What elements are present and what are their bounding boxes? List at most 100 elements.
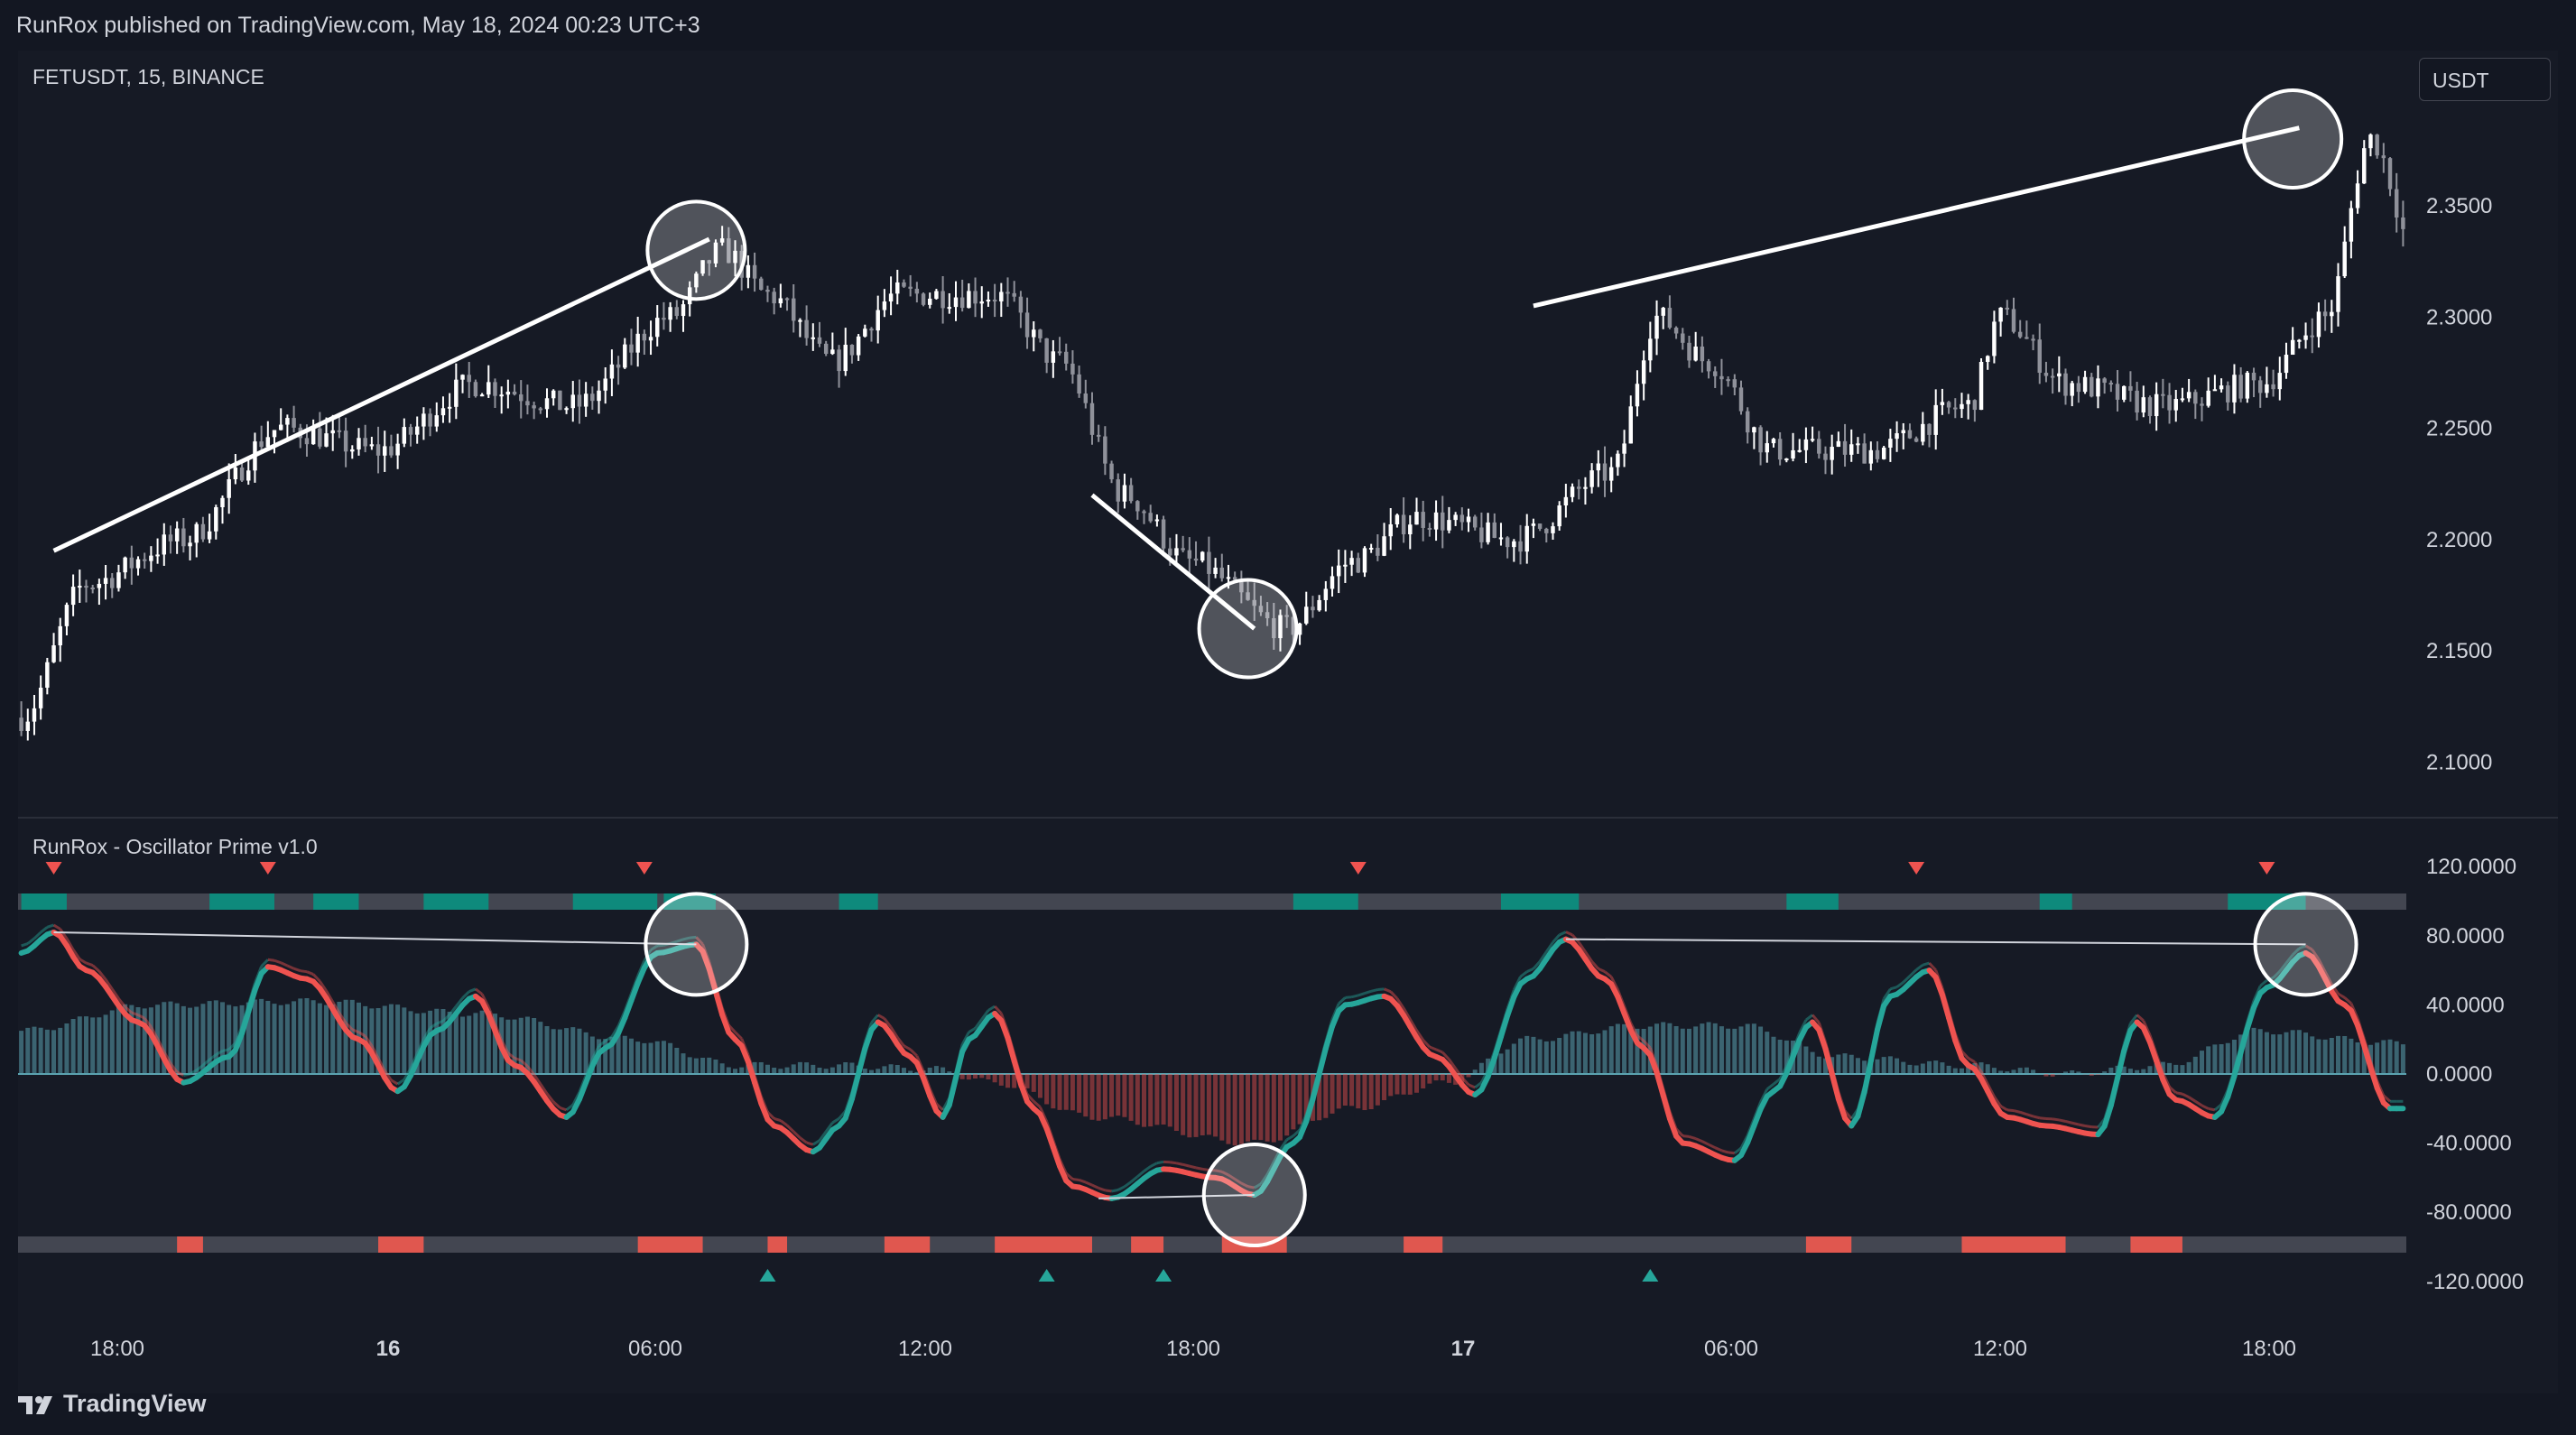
candle-body: [2336, 276, 2340, 312]
candle-body: [2011, 309, 2016, 332]
candle-body: [2200, 403, 2204, 406]
candle-body: [1193, 558, 1199, 561]
candle-body: [759, 278, 764, 291]
oscillator-shadow-segment: [169, 1062, 179, 1073]
candle-body: [1888, 439, 1893, 448]
oscillator-segment: [856, 1046, 868, 1077]
candle-body: [1531, 523, 1536, 526]
candle-body: [1226, 577, 1231, 579]
oscillator-shadow-segment: [2175, 1091, 2183, 1096]
oscillator-shadow-segment: [215, 1050, 224, 1056]
candle-body: [454, 379, 459, 407]
candle-body: [1913, 438, 1919, 442]
oscillator-shadow-segment: [273, 958, 282, 965]
candle-body: [525, 401, 530, 406]
candle-body: [1765, 443, 1769, 453]
candle-body: [2316, 311, 2321, 338]
oscillator-shadow-segment: [1058, 1158, 1068, 1174]
chart-area[interactable]: [18, 51, 2558, 1393]
oscillator-shadow-segment: [1922, 961, 1930, 967]
oscillator-shadow-segment: [2298, 944, 2307, 950]
candle-body: [2226, 385, 2230, 403]
oscillator-segment: [2361, 1042, 2374, 1071]
price-axis-tick-label: 2.3000: [2426, 305, 2492, 329]
candle-body: [992, 300, 997, 302]
oscillator-segment: [232, 1031, 246, 1053]
candle-body: [285, 418, 290, 425]
oscillator-shadow-segment: [2142, 1020, 2152, 1036]
candle-body: [681, 304, 686, 317]
oscillator-shadow-segment: [1798, 1019, 1808, 1034]
oscillator-shadow-segment: [1182, 1162, 1191, 1168]
candle-body: [973, 291, 978, 304]
candle-body: [921, 293, 926, 305]
oscillator-shadow-segment: [267, 958, 275, 962]
candle-body: [1700, 346, 1705, 362]
oscillator-shadow-segment: [1668, 1110, 1678, 1130]
oscillator-shadow-segment: [325, 990, 335, 1003]
time-axis-tick-label: 18:00: [90, 1337, 144, 1361]
oscillator-shadow-segment: [1357, 992, 1366, 997]
candle-body: [1089, 403, 1095, 435]
oscillator-shadow-segment: [514, 1057, 522, 1062]
oscillator-segment: [1952, 1038, 1965, 1061]
candle-body: [1083, 393, 1089, 403]
candle-body: [1472, 516, 1478, 528]
oscillator-shadow-segment: [1415, 1029, 1424, 1042]
time-axis-tick-label: 06:00: [1704, 1337, 1758, 1361]
candle-body: [1382, 536, 1386, 556]
oscillator-segment: [1790, 1037, 1802, 1060]
candle-body: [1408, 524, 1413, 535]
candle-body: [986, 300, 991, 302]
candle-body: [1551, 526, 1555, 533]
candle-body: [324, 433, 329, 447]
bottom-strip-segment: [1404, 1236, 1443, 1253]
candle-body: [375, 444, 381, 456]
oscillator-shadow-segment: [1176, 1162, 1183, 1166]
oscillator-shadow-segment: [111, 987, 120, 1000]
oscillator-shadow-segment: [533, 1073, 542, 1085]
oscillator-segment: [1043, 1125, 1056, 1151]
candle-body: [1433, 512, 1439, 530]
tradingview-logo[interactable]: TradingView: [16, 1390, 207, 1418]
oscillator-shadow-segment: [2071, 1121, 2080, 1126]
oscillator-shadow-segment: [903, 1044, 912, 1051]
oscillator-shadow-segment: [1565, 930, 1573, 937]
candle-body: [395, 443, 400, 456]
oscillator-segment: [1497, 1013, 1511, 1040]
candle-body: [1946, 402, 1951, 408]
candle-body: [1628, 406, 1633, 444]
oscillator-shadow-segment: [156, 1038, 166, 1052]
oscillator-shadow-segment: [124, 1005, 133, 1014]
candle-body: [1693, 346, 1698, 361]
candle-body: [1278, 615, 1283, 639]
candle-body: [784, 298, 790, 301]
oscillator-shadow-segment: [1474, 1081, 1483, 1089]
candle-body: [1486, 522, 1490, 542]
oscillator-shadow-segment: [999, 1013, 1009, 1032]
candle-body: [1239, 579, 1244, 593]
oscillator-shadow-segment: [2148, 1034, 2158, 1055]
oscillator-segment: [2368, 1065, 2380, 1091]
oscillator-shadow-segment: [1389, 990, 1399, 1000]
oscillator-divergence-line: [1565, 938, 2306, 946]
candle-body: [1706, 361, 1711, 372]
indicator-label[interactable]: RunRox - Oscillator Prime v1.0: [32, 835, 318, 858]
oscillator-shadow-segment: [922, 1069, 931, 1089]
candle-body: [1356, 558, 1361, 573]
candle-body: [1856, 443, 1860, 446]
candle-body: [2277, 373, 2283, 390]
candle-body: [142, 559, 147, 561]
candle-body: [1116, 479, 1120, 502]
symbol-label[interactable]: FETUSDT, 15, BINANCE: [32, 65, 264, 88]
candle-body: [19, 718, 23, 731]
bottom-strip-segment: [1805, 1236, 1852, 1253]
oscillator-shadow-segment: [928, 1088, 938, 1105]
candle-body: [383, 446, 387, 456]
top-strip-segment: [839, 893, 878, 910]
oscillator-shadow-segment: [559, 1106, 568, 1112]
currency-button[interactable]: USDT: [2419, 58, 2551, 101]
oscillator-shadow-segment: [201, 1059, 211, 1067]
candle-body: [953, 297, 959, 308]
